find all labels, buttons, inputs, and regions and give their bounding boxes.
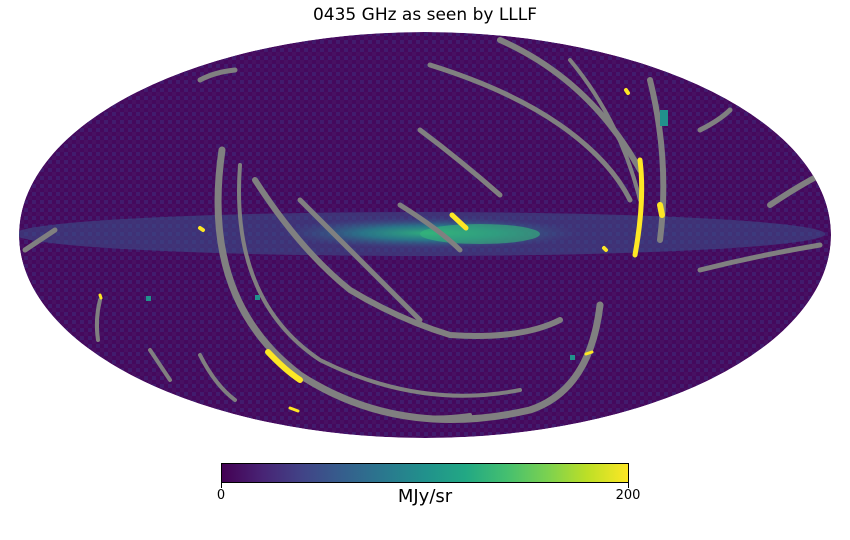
colorbar-gradient [222, 464, 628, 482]
bright-spots [146, 110, 668, 360]
colorbar-min-label: 0 [216, 488, 226, 503]
masked-scan-arcs [22, 37, 823, 423]
colorbar-max-label: 200 [615, 488, 641, 503]
colorbar-tick-min [221, 483, 222, 488]
colorbar-tick-max [628, 483, 629, 488]
sky-map-content [19, 32, 831, 438]
saturated-streaks [98, 88, 665, 413]
colorbar-unit-label: MJy/sr [397, 486, 453, 507]
map-title: 0435 GHz as seen by LLLF [312, 5, 538, 25]
colorbar [221, 463, 629, 483]
